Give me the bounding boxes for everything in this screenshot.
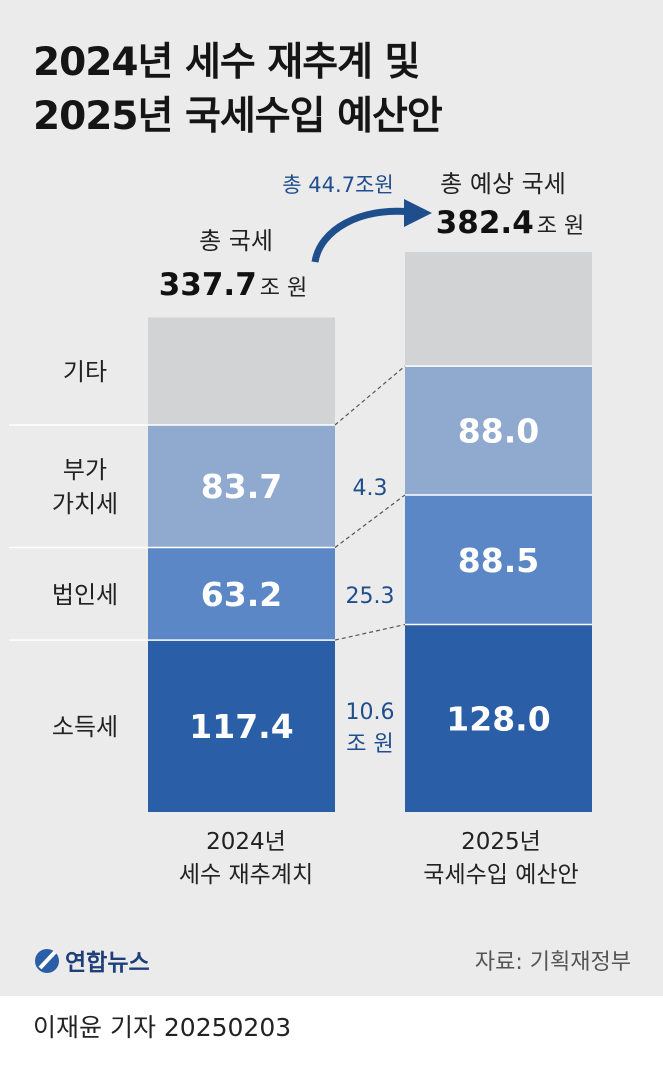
total-caption-2025: 총 예상 국세	[440, 170, 566, 198]
title-line-2: 2025년 국세수입 예산안	[33, 94, 443, 139]
connector-line-income-tax	[334, 623, 406, 641]
category-label-2025-name: 국세수입 예산안	[423, 862, 578, 888]
connector-line-corporate-tax	[334, 494, 406, 549]
bar-other-2024	[148, 317, 335, 425]
series-label-other: 기타	[63, 358, 107, 386]
increase-label-corporate-tax: 25.3	[346, 584, 395, 609]
category-label-2024-name: 세수 재추계치	[179, 862, 313, 888]
increase-label-income-tax: 조 원	[346, 732, 393, 757]
increase-label-income-tax: 10.6	[346, 700, 395, 725]
increase-arrow	[311, 207, 411, 263]
chart-title: 2024년 세수 재추계 및 2025년 국세수입 예산안	[33, 36, 443, 144]
category-label-2025-year: 2025년	[461, 829, 541, 855]
connector-line-vat	[334, 365, 406, 426]
bar-income-tax-2025	[405, 624, 592, 812]
credit-line: 이재윤 기자 20250203	[33, 1013, 292, 1042]
bar-corporate-tax-2025	[405, 494, 592, 625]
increase-arrowhead-icon	[404, 199, 432, 227]
category-label-2024-year: 2024년	[206, 829, 286, 855]
data-label-corporate-tax-2025: 88.5	[458, 541, 539, 580]
total-value-2025: 382.4 조 원	[436, 205, 585, 241]
data-label-income-tax-2025: 128.0	[446, 699, 550, 738]
data-label-vat-2024: 83.7	[201, 467, 282, 506]
bar-corporate-tax-2024	[148, 547, 335, 641]
yonhap-logo-text: 연합뉴스	[65, 950, 150, 976]
bar-vat-2025	[405, 366, 592, 495]
data-label-income-tax-2024: 117.4	[189, 707, 293, 746]
increase-total-label: 총 44.7조원	[282, 173, 393, 197]
data-label-corporate-tax-2024: 63.2	[201, 575, 282, 614]
data-label-vat-2025: 88.0	[458, 412, 539, 451]
bar-income-tax-2024	[148, 640, 335, 812]
series-label-corporate-tax: 법인세	[52, 581, 118, 609]
total-caption-2024: 총 국세	[199, 227, 273, 255]
bar-other-2025	[405, 252, 592, 367]
bar-vat-2024	[148, 424, 335, 548]
title-line-1: 2024년 세수 재추계 및	[33, 40, 420, 85]
yonhap-logo: 연합뉴스	[35, 949, 150, 976]
series-label-vat: 부가	[63, 456, 107, 484]
series-label-vat: 가치세	[52, 490, 118, 518]
total-value-2024: 337.7 조 원	[159, 267, 308, 303]
series-label-income-tax: 소득세	[52, 713, 118, 741]
source-label: 자료: 기획재정부	[475, 950, 631, 975]
increase-label-vat: 4.3	[353, 476, 388, 501]
